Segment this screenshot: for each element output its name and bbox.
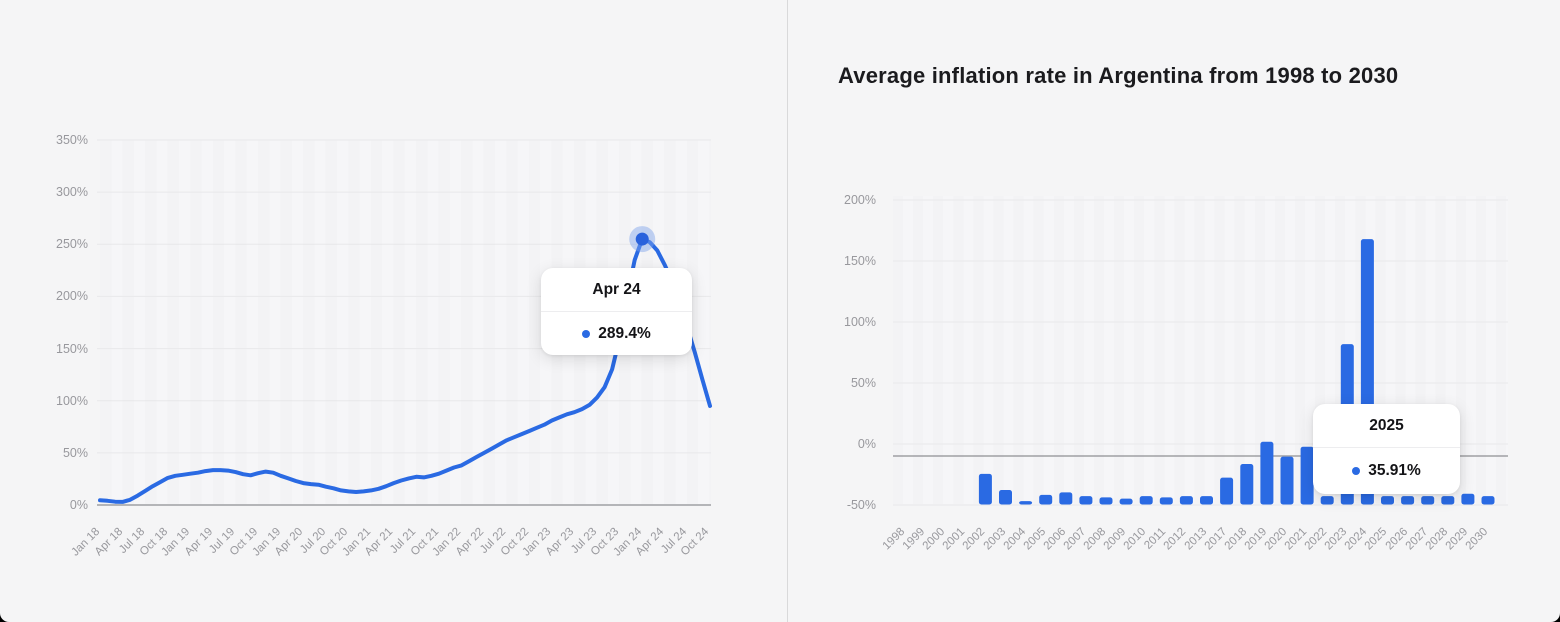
y-axis-label: 100% — [56, 393, 88, 408]
y-axis-label: -50% — [846, 498, 876, 512]
tooltip-divider — [541, 311, 692, 312]
y-axis-label: 50% — [62, 445, 88, 460]
bar-chart-tooltip: 2025 35.91% — [1313, 404, 1460, 494]
bar-2004[interactable] — [1019, 501, 1033, 505]
bar-2008[interactable] — [1099, 497, 1113, 505]
bar-2011[interactable] — [1159, 497, 1173, 505]
bar-2022[interactable] — [1320, 496, 1334, 505]
bar-2025[interactable] — [1381, 496, 1394, 505]
y-axis-label: 0% — [69, 498, 88, 512]
bar-2019[interactable] — [1260, 441, 1274, 505]
tooltip-value: 35.91% — [1368, 462, 1421, 479]
tooltip-year-label: 2025 — [1369, 416, 1404, 434]
bar-2021[interactable] — [1300, 446, 1314, 505]
y-axis-label: 50% — [850, 376, 876, 390]
y-axis-label: 250% — [56, 237, 88, 252]
bar-2010[interactable] — [1139, 496, 1153, 505]
bar-2006[interactable] — [1059, 492, 1073, 505]
bar-2020[interactable] — [1280, 456, 1294, 505]
inflation-line[interactable] — [98, 237, 712, 504]
y-axis-label: 100% — [844, 315, 876, 329]
y-axis-label: 200% — [844, 193, 876, 207]
marker-dot[interactable] — [635, 232, 649, 246]
bar-2027[interactable] — [1421, 496, 1435, 505]
line-chart-tooltip: Apr 24 289.4% — [541, 268, 692, 355]
series-dot-icon — [582, 329, 591, 338]
y-axis-label: 350% — [56, 133, 88, 147]
bar-2009[interactable] — [1119, 498, 1133, 505]
right-chart-title: Average inflation rate in Argentina from… — [838, 63, 1399, 88]
y-axis-label: 150% — [844, 254, 876, 268]
bar-2013[interactable] — [1200, 496, 1213, 505]
y-axis-label: 150% — [56, 341, 88, 356]
bar-2030[interactable] — [1481, 496, 1495, 505]
bar-2026[interactable] — [1401, 496, 1415, 505]
bar-2007[interactable] — [1079, 496, 1093, 505]
bar-2012[interactable] — [1179, 496, 1193, 505]
y-axis-label: 300% — [56, 185, 88, 200]
bar-2028[interactable] — [1441, 496, 1455, 505]
series-dot-icon — [1352, 467, 1361, 475]
bar-2003[interactable] — [999, 490, 1012, 505]
y-axis-label: 200% — [56, 289, 88, 304]
tooltip-date-label: Apr 24 — [592, 280, 641, 298]
tooltip-divider — [1313, 447, 1460, 448]
bar-2018[interactable] — [1240, 464, 1254, 505]
bar-2002[interactable] — [978, 473, 992, 505]
panel-divider — [787, 0, 788, 622]
bar-2029[interactable] — [1461, 493, 1475, 505]
tooltip-value: 289.4% — [598, 324, 651, 342]
bar-2017[interactable] — [1220, 477, 1234, 505]
bar-2005[interactable] — [1039, 494, 1053, 505]
y-axis-label: 0% — [857, 437, 876, 451]
